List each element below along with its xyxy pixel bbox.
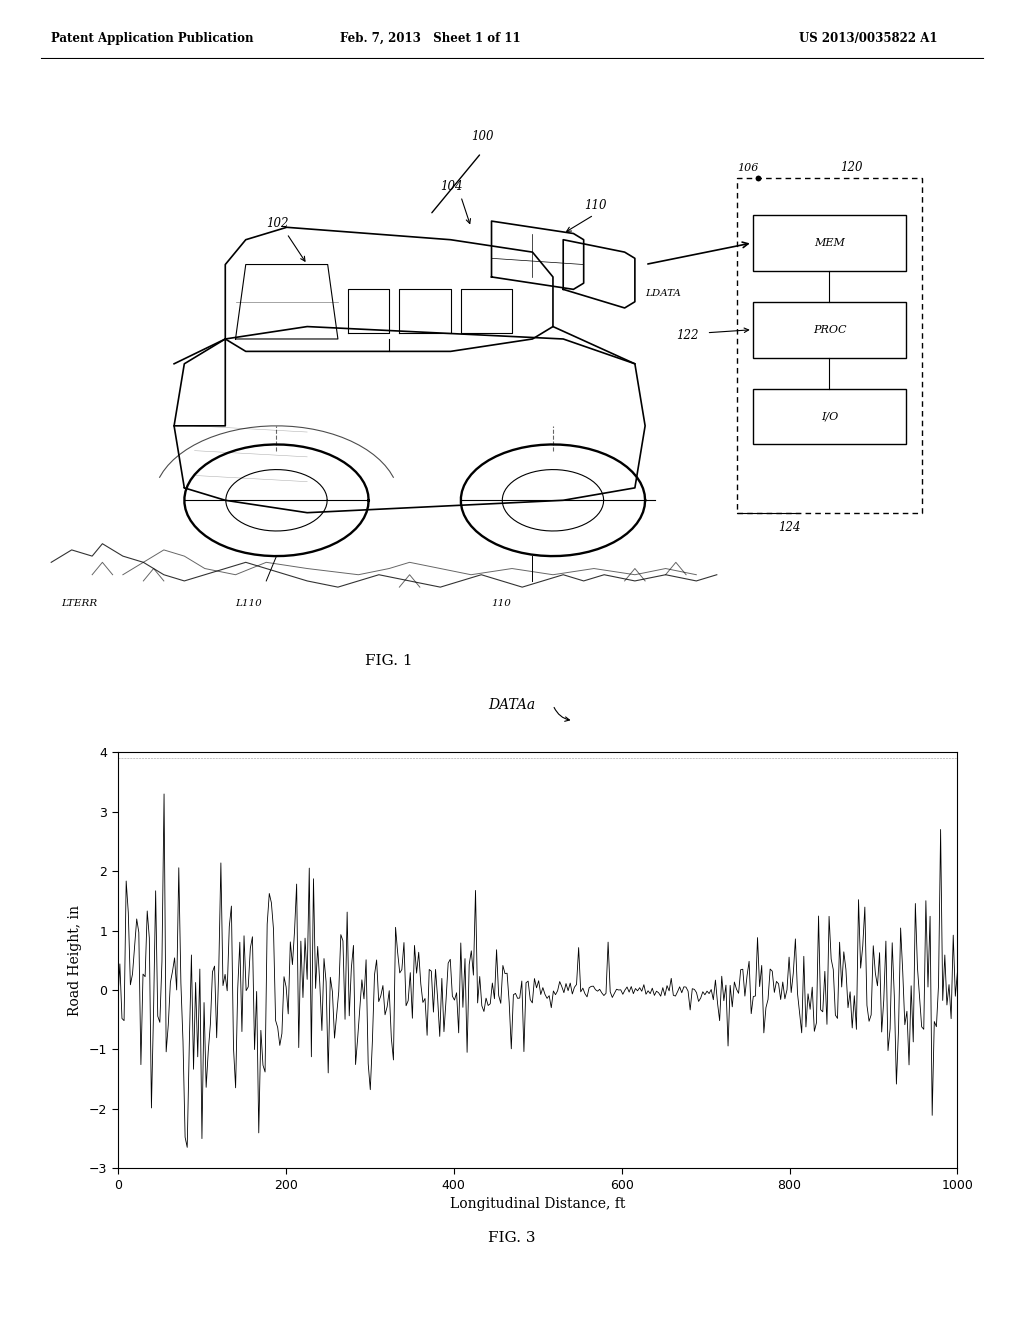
Text: FIG. 3: FIG. 3 [488,1232,536,1245]
Text: 104: 104 [440,180,463,193]
Text: 122: 122 [676,329,698,342]
Bar [737,178,922,512]
Bar [753,388,906,445]
Text: 124: 124 [778,521,801,535]
Text: DATAa: DATAa [488,698,536,711]
Bar [753,302,906,358]
Text: 106: 106 [737,164,759,173]
Text: 100: 100 [471,131,494,144]
X-axis label: Longitudinal Distance, ft: Longitudinal Distance, ft [450,1197,626,1212]
Text: PROC: PROC [813,325,846,335]
Text: 110: 110 [584,199,606,211]
Bar [753,215,906,271]
Text: L110: L110 [236,599,262,607]
Text: LDATA: LDATA [645,289,681,297]
Text: I/O: I/O [821,412,838,421]
Text: LTERR: LTERR [61,599,97,607]
Text: 110: 110 [492,599,511,607]
Text: Feb. 7, 2013   Sheet 1 of 11: Feb. 7, 2013 Sheet 1 of 11 [340,32,520,45]
Text: US 2013/0035822 A1: US 2013/0035822 A1 [799,32,937,45]
Text: FIG. 1: FIG. 1 [366,653,413,668]
Text: 120: 120 [840,161,862,174]
Text: 102: 102 [266,218,289,230]
Text: MEM: MEM [814,238,845,248]
Y-axis label: Road Height, in: Road Height, in [68,904,82,1016]
Text: Patent Application Publication: Patent Application Publication [51,32,254,45]
